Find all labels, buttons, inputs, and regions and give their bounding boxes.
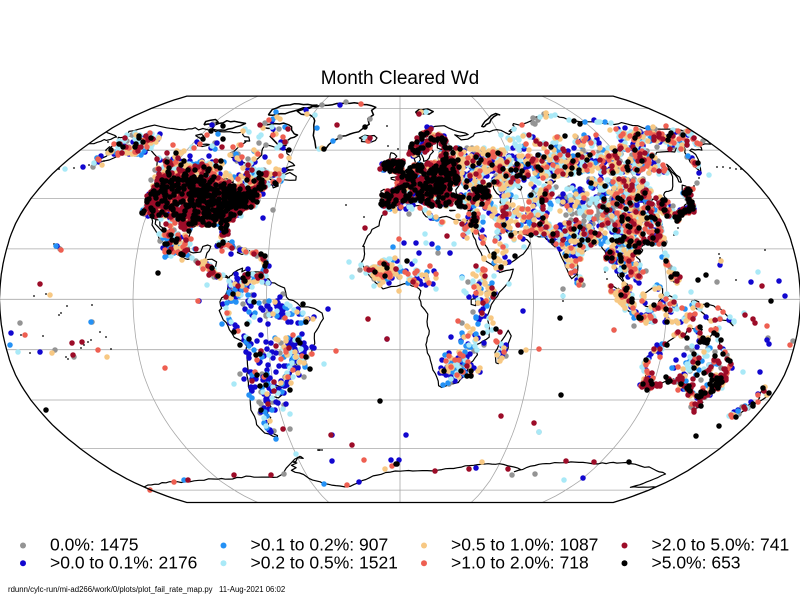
svg-text:Month Cleared Wd: Month Cleared Wd: [321, 68, 479, 89]
svg-text:>0.2 to 0.5%: 1521: >0.2 to 0.5%: 1521: [251, 552, 398, 572]
svg-text:rdunn/cylc-run/mi-ad266/work/0: rdunn/cylc-run/mi-ad266/work/0/plots/plo…: [8, 585, 285, 594]
svg-text:>1.0 to 2.0%: 718: >1.0 to 2.0%: 718: [451, 552, 589, 572]
svg-text:>5.0%: 653: >5.0%: 653: [652, 552, 741, 572]
svg-text:>2.0 to 5.0%: 741: >2.0 to 5.0%: 741: [652, 535, 790, 555]
svg-text:>0.1 to 0.2%: 907: >0.1 to 0.2%: 907: [251, 535, 389, 555]
svg-text:>0.0 to 0.1%: 2176: >0.0 to 0.1%: 2176: [50, 552, 197, 572]
svg-text:>0.5 to 1.0%: 1087: >0.5 to 1.0%: 1087: [451, 535, 598, 555]
svg-text:0.0%: 1475: 0.0%: 1475: [50, 535, 139, 555]
